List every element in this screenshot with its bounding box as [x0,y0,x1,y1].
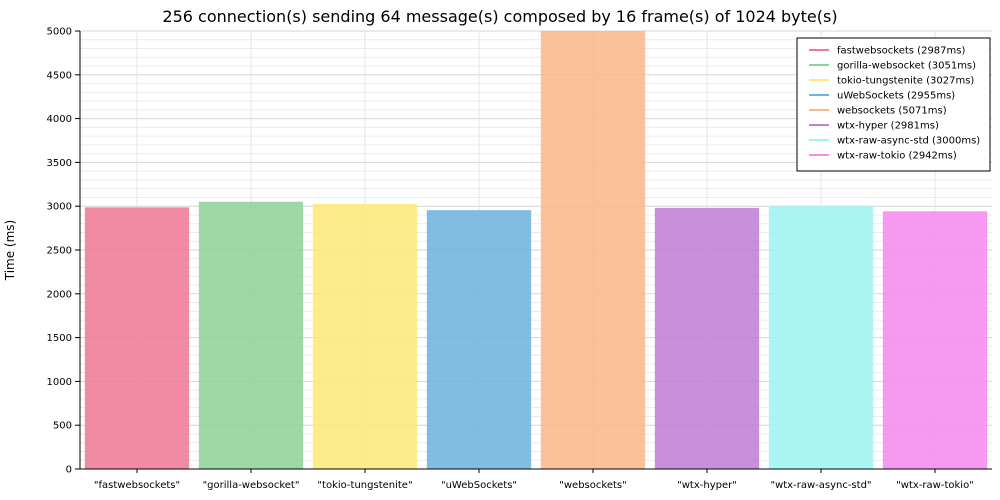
x-tick-label: "tokio-tungstenite" [317,480,412,491]
y-tick-label: 4000 [47,114,72,125]
chart-title: 256 connection(s) sending 64 message(s) … [162,7,837,26]
legend-label: wtx-raw-async-std (3000ms) [837,136,980,147]
y-tick-label: 3500 [47,158,72,169]
y-tick-label: 2000 [47,289,72,300]
x-tick-label: "wtx-raw-async-std" [770,480,871,491]
bar [426,210,532,469]
legend-label: wtx-hyper (2981ms) [837,121,939,132]
legend-label: fastwebsockets (2987ms) [837,46,965,57]
bar [84,207,190,469]
bar [768,206,874,469]
bars [84,31,988,470]
y-tick-label: 4500 [47,70,72,81]
bar [312,203,418,470]
y-tick-label: 5000 [47,27,72,38]
y-tick-label: 500 [53,421,72,432]
x-tick-label: "fastwebsockets" [94,480,180,491]
bar [654,207,760,470]
legend-label: wtx-raw-tokio (2942ms) [837,151,957,162]
x-tick-label: "websockets" [559,480,626,491]
legend-label: tokio-tungstenite (3027ms) [837,76,974,87]
axes: "fastwebsockets" "gorilla-websocket" "toki… [47,27,992,491]
y-tick-label: 1500 [47,333,72,344]
y-axis-label: Time (ms) [3,220,17,282]
x-tick-label: "gorilla-websocket" [203,480,300,491]
x-tick-label: "wtx-raw-tokio" [896,480,974,491]
bar [540,31,646,469]
legend-box [796,37,991,172]
legend: fastwebsockets (2987ms) gorilla-websocket… [796,37,991,172]
bar [882,211,988,469]
legend-label: websockets (5071ms) [837,106,947,117]
bar [198,201,304,469]
y-tick-label: 0 [66,465,72,476]
y-tick-label: 2500 [47,246,72,257]
y-tick-label: 3000 [47,202,72,213]
legend-label: gorilla-websocket (3051ms) [837,61,976,72]
y-tick-label: 1000 [47,377,72,388]
legend-label: uWebSockets (2955ms) [837,91,955,102]
x-tick-label: "uWebSockets" [441,480,517,491]
x-tick-label: "wtx-hyper" [677,480,737,491]
